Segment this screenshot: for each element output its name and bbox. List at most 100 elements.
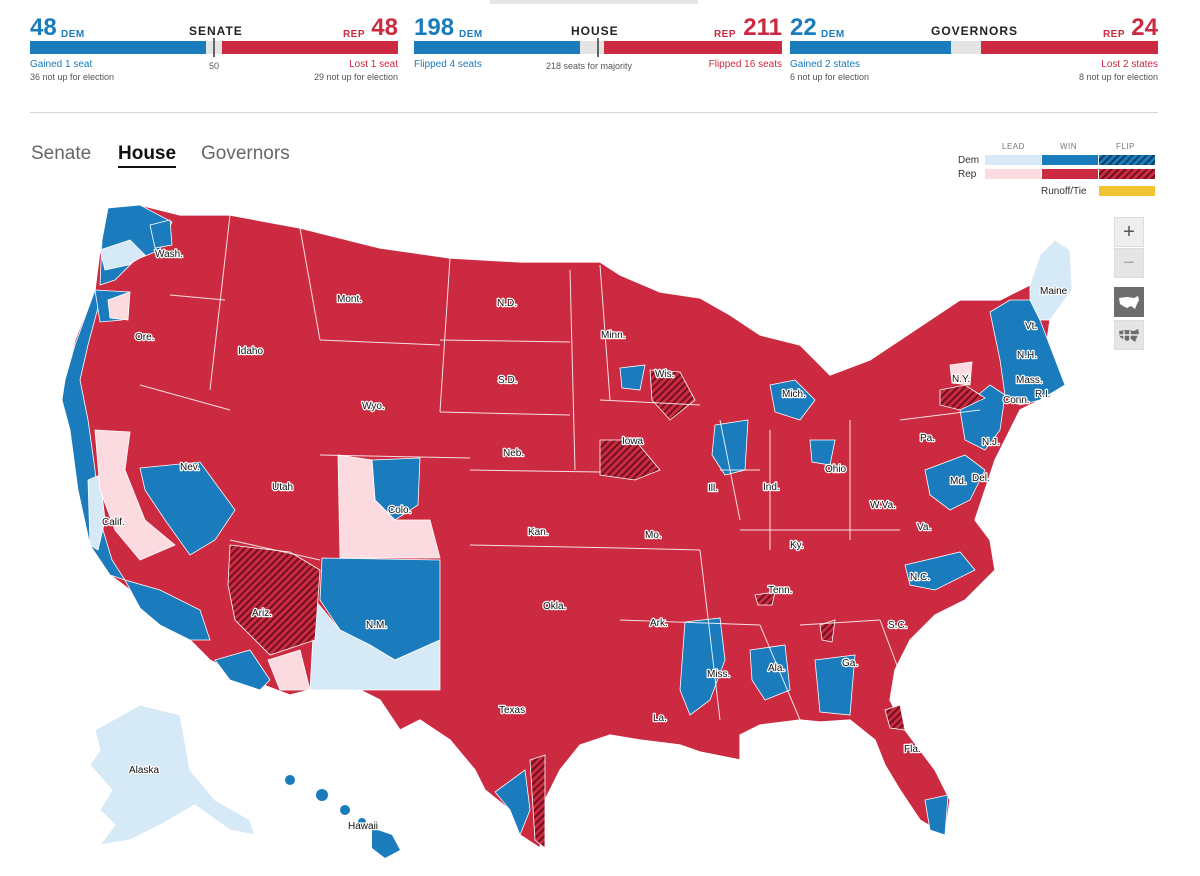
governors-rep-bar <box>981 41 1158 54</box>
state-label-nh: N.H. <box>1017 350 1037 361</box>
state-label-ind: Ind. <box>763 482 780 493</box>
senate-dem-count: 48 <box>30 14 57 41</box>
top-tab-indicator <box>490 0 698 4</box>
tab-house[interactable]: House <box>118 143 177 168</box>
house-title: HOUSE <box>571 24 619 38</box>
legend-dem-flip-swatch <box>1099 155 1155 165</box>
district-rep-lead-or <box>107 291 131 321</box>
district-rep-lead-ca <box>94 429 176 561</box>
house-summary[interactable]: 198 DEM HOUSE REP 211 Flipped 4 seats 21… <box>414 14 782 94</box>
legend-dem-win-swatch <box>1042 155 1098 165</box>
state-label-hawaii: Hawaii <box>348 821 378 832</box>
district-dem-chicago <box>711 419 749 476</box>
district-dem-ca-coast <box>61 288 126 581</box>
district-dem-fl-south <box>924 794 949 836</box>
state-label-texas: Texas <box>499 705 525 716</box>
district-rep-flip-wi <box>649 369 696 421</box>
governors-title: GOVERNORS <box>931 24 1019 38</box>
us-house-map[interactable]: Wash. Ore. Calif. Nev. Idaho Mont. Wyo. Utah Col… <box>0 190 1200 876</box>
governors-dem-not-up: 6 not up for election <box>790 72 870 82</box>
state-borders <box>139 214 981 721</box>
house-dem-tag: DEM <box>459 29 483 40</box>
district-rep-flip-az <box>227 544 321 656</box>
district-map-icon[interactable] <box>1114 320 1144 350</box>
state-label-ny: N.Y. <box>952 374 970 385</box>
senate-majority-mark <box>213 38 215 57</box>
legend-flip-header: FLIP <box>1116 142 1135 151</box>
state-label-ga: Ga. <box>842 658 858 669</box>
senate-rep-count: 48 <box>371 14 398 41</box>
state-label-wash: Wash. <box>155 249 183 260</box>
state-label-minn: Minn. <box>601 330 625 341</box>
legend-runoff-swatch <box>1099 186 1155 196</box>
zoom-out-button[interactable]: − <box>1114 248 1144 278</box>
state-label-ariz: Ariz. <box>252 608 272 619</box>
governors-dem-tag: DEM <box>821 29 845 40</box>
district-rep-lead-az <box>267 649 311 691</box>
house-rep-note: Flipped 16 seats <box>708 59 782 70</box>
state-label-sc: S.C. <box>888 620 907 631</box>
state-label-la: La. <box>653 713 667 724</box>
legend-lead-header: LEAD <box>1002 142 1025 151</box>
us-map-icon[interactable] <box>1114 287 1144 317</box>
legend-rep-win-swatch <box>1042 169 1098 179</box>
state-label-sd: S.D. <box>498 375 517 386</box>
house-bar <box>414 38 782 57</box>
state-label-nev: Nev. <box>180 462 200 473</box>
house-dem-note: Flipped 4 seats <box>414 59 482 70</box>
tab-governors[interactable]: Governors <box>201 143 290 164</box>
senate-rep-tag: REP <box>342 29 365 40</box>
governors-rep-not-up: 8 not up for election <box>1078 72 1158 82</box>
state-label-mont: Mont. <box>337 294 362 305</box>
district-dem-wa-seattle <box>149 219 173 249</box>
senate-summary[interactable]: 48 DEM SENATE REP 48 Gained 1 seat 36 no… <box>30 14 398 94</box>
state-labels: Wash. Ore. Calif. Nev. Idaho Mont. Wyo. Utah Col… <box>101 248 1069 834</box>
governors-dem-note: Gained 2 states <box>790 59 861 70</box>
governors-rep-note: Lost 2 states <box>1101 59 1158 70</box>
legend-win-header: WIN <box>1060 142 1078 151</box>
state-label-conn: Conn. <box>1003 395 1030 406</box>
district-rep-flip-ny <box>939 384 986 411</box>
district-dem-new-england <box>989 299 1066 406</box>
district-dem-va-md <box>924 454 986 511</box>
house-dem-count: 198 <box>414 14 455 41</box>
senate-dem-tag: DEM <box>61 29 85 40</box>
governors-dem-bar <box>790 41 951 54</box>
governors-rep-tag: REP <box>1102 29 1125 40</box>
state-label-nj: N.J. <box>982 437 1000 448</box>
house-majority-mark <box>597 38 599 57</box>
district-dem-nv <box>139 461 236 556</box>
senate-majority-label: 50 <box>209 61 220 71</box>
state-hawaii <box>285 775 400 858</box>
district-dem-az-south <box>214 649 271 691</box>
state-label-ill: Ill. <box>708 483 718 494</box>
governors-summary[interactable]: 22 DEM GOVERNORS REP 24 Gained 2 states … <box>790 14 1158 94</box>
state-label-ky: Ky. <box>790 540 804 551</box>
tab-senate[interactable]: Senate <box>31 143 92 164</box>
state-label-vt: Vt. <box>1025 321 1037 332</box>
state-label-wva: W.Va. <box>870 500 896 511</box>
district-dem-mi <box>769 379 816 421</box>
state-label-tenn: Tenn. <box>768 585 792 596</box>
senate-rep-bar <box>222 41 398 54</box>
district-dem-al <box>749 644 791 701</box>
district-dem-ms <box>679 617 726 716</box>
senate-rep-not-up: 29 not up for election <box>313 72 398 82</box>
district-rep-flip-ia <box>599 439 661 481</box>
state-label-colo: Colo. <box>388 505 411 516</box>
legend-runoff-label: Runoff/Tie <box>1041 186 1087 197</box>
district-dem-mn <box>619 364 646 391</box>
district-dem-ga <box>814 654 856 716</box>
district-dem-oh <box>809 439 836 466</box>
district-dem-nc <box>904 551 976 591</box>
state-label-md: Md. <box>950 476 967 487</box>
section-divider <box>30 112 1158 113</box>
district-rep-flip-tx <box>529 754 546 849</box>
governors-dem-count: 22 <box>790 14 817 41</box>
house-rep-bar <box>604 41 782 54</box>
state-label-miss: Miss. <box>707 669 730 680</box>
state-label-kan: Kan. <box>528 527 549 538</box>
legend-rep-label: Rep <box>958 169 977 180</box>
state-label-fla: Fla. <box>904 744 921 755</box>
zoom-in-button[interactable]: + <box>1114 217 1144 247</box>
